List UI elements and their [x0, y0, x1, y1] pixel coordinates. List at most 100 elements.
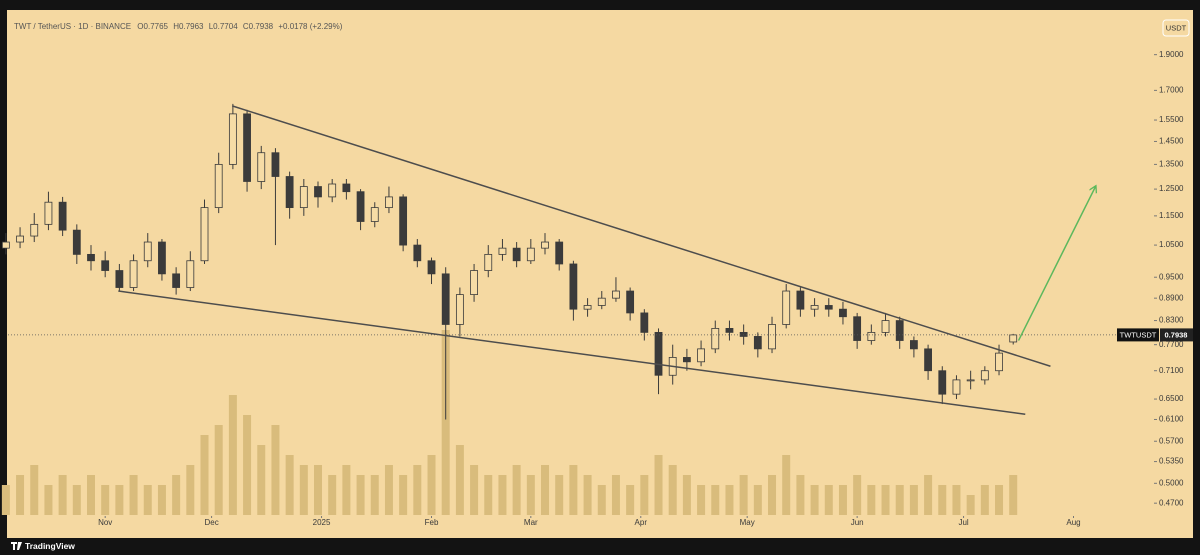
- volume-bar: [271, 425, 280, 515]
- candle-body: [711, 328, 720, 350]
- price-tag-symbol: TWTUSDT: [1120, 330, 1157, 339]
- ohlc-value: 0.7938: [249, 22, 274, 31]
- candle-body: [824, 305, 833, 310]
- ohlc-label: C: [243, 22, 249, 31]
- volume-bar: [342, 465, 351, 515]
- volume-bar: [611, 475, 620, 515]
- volume-bar: [626, 485, 635, 515]
- candle-body: [512, 247, 521, 262]
- volume-bar: [399, 475, 408, 515]
- candle-body: [243, 113, 251, 182]
- change: +0.0178 (+2.29%): [278, 22, 342, 31]
- candle-body: [498, 247, 507, 255]
- candle-body: [455, 294, 464, 325]
- volume-bar: [384, 465, 393, 515]
- price-tag-value: 0.7938: [1165, 330, 1188, 339]
- candle-body: [1009, 334, 1018, 343]
- candle-body: [725, 328, 734, 333]
- candle-body: [399, 196, 408, 246]
- volume-bar: [980, 485, 989, 515]
- candle-body: [612, 290, 620, 299]
- candle-body: [697, 348, 705, 363]
- candle-body: [583, 305, 592, 310]
- y-tick-label: 0.8300: [1159, 316, 1184, 325]
- currency-button[interactable]: [1162, 19, 1190, 37]
- candle-body: [342, 183, 351, 193]
- volume-bar: [484, 475, 493, 515]
- volume-bar: [427, 455, 436, 515]
- currency-button-label[interactable]: USDT: [1166, 23, 1187, 32]
- volume-bar: [654, 455, 663, 515]
- volume-bar: [257, 445, 266, 515]
- candle-body: [796, 290, 805, 310]
- volume-bar: [583, 475, 592, 515]
- volume-bar: [711, 485, 720, 515]
- volume-bar: [966, 495, 975, 515]
- candle-body: [966, 379, 975, 382]
- candle-body: [782, 290, 791, 325]
- volume-bar: [753, 485, 762, 515]
- symbol: TWT / TetherUS · 1D · BINANCE: [14, 22, 131, 31]
- candle-body: [30, 223, 39, 237]
- candle-body: [995, 352, 1003, 372]
- y-tick-label: 0.5000: [1159, 478, 1184, 487]
- volume-bar: [924, 475, 933, 515]
- volume-bar: [526, 475, 535, 515]
- volume-bar: [881, 485, 890, 515]
- y-tick-label: 0.6100: [1159, 415, 1184, 424]
- candle-body: [200, 207, 209, 262]
- candle-body: [541, 241, 549, 249]
- volume-bar: [1, 485, 10, 515]
- y-tick-label: 1.1500: [1159, 211, 1184, 220]
- candle-body: [839, 308, 847, 318]
- x-tick-label: Nov: [98, 518, 112, 527]
- candle-body: [924, 348, 932, 372]
- candle-body: [299, 186, 308, 209]
- candle-body: [470, 270, 478, 295]
- ohlc-label: L: [209, 22, 214, 31]
- x-tick-label: Aug: [1066, 518, 1080, 527]
- volume-bar: [739, 475, 748, 515]
- volume-bar: [86, 475, 95, 515]
- candle-body: [228, 113, 237, 165]
- volume-bar: [115, 485, 124, 515]
- candle-body: [569, 263, 578, 310]
- chart-header: TWT / TetherUS · 1D · BINANCE O0.7765 H0…: [14, 22, 343, 31]
- candle-body: [739, 331, 748, 337]
- volume-bar: [569, 465, 578, 515]
- volume-bar: [186, 465, 195, 515]
- volume-bar: [796, 475, 805, 515]
- volume-bar: [952, 485, 961, 515]
- volume-bar: [867, 485, 876, 515]
- trendline: [118, 290, 1026, 415]
- volume-bar: [498, 475, 507, 515]
- volume-bar: [285, 455, 294, 515]
- x-tick-label: Dec: [204, 518, 218, 527]
- candle-body: [271, 152, 280, 177]
- volume-bar: [824, 485, 833, 515]
- candle-body: [938, 370, 947, 395]
- volume-bar: [200, 435, 209, 515]
- y-tick-label: 0.5700: [1159, 436, 1184, 445]
- ohlc-value: 0.7963: [179, 22, 204, 31]
- logo: [11, 542, 22, 550]
- volume-bar: [243, 415, 252, 515]
- candle-body: [101, 260, 110, 271]
- candle-body: [909, 340, 918, 350]
- volume-bar: [129, 475, 138, 515]
- y-tick-label: 1.5500: [1159, 115, 1184, 124]
- candle-body: [314, 186, 322, 198]
- candle-body: [186, 260, 195, 288]
- volume-bar: [413, 465, 422, 515]
- candle-body: [640, 312, 649, 333]
- candle-body: [328, 183, 337, 198]
- price-tag-symbol-bg: [1117, 328, 1159, 342]
- volume-bar: [853, 475, 862, 515]
- volume-bar: [143, 485, 152, 515]
- volume-bar: [72, 485, 81, 515]
- volume-bar: [172, 475, 181, 515]
- candle-body: [895, 320, 904, 341]
- y-tick-label: 0.7100: [1159, 366, 1184, 375]
- candle-body: [72, 229, 81, 255]
